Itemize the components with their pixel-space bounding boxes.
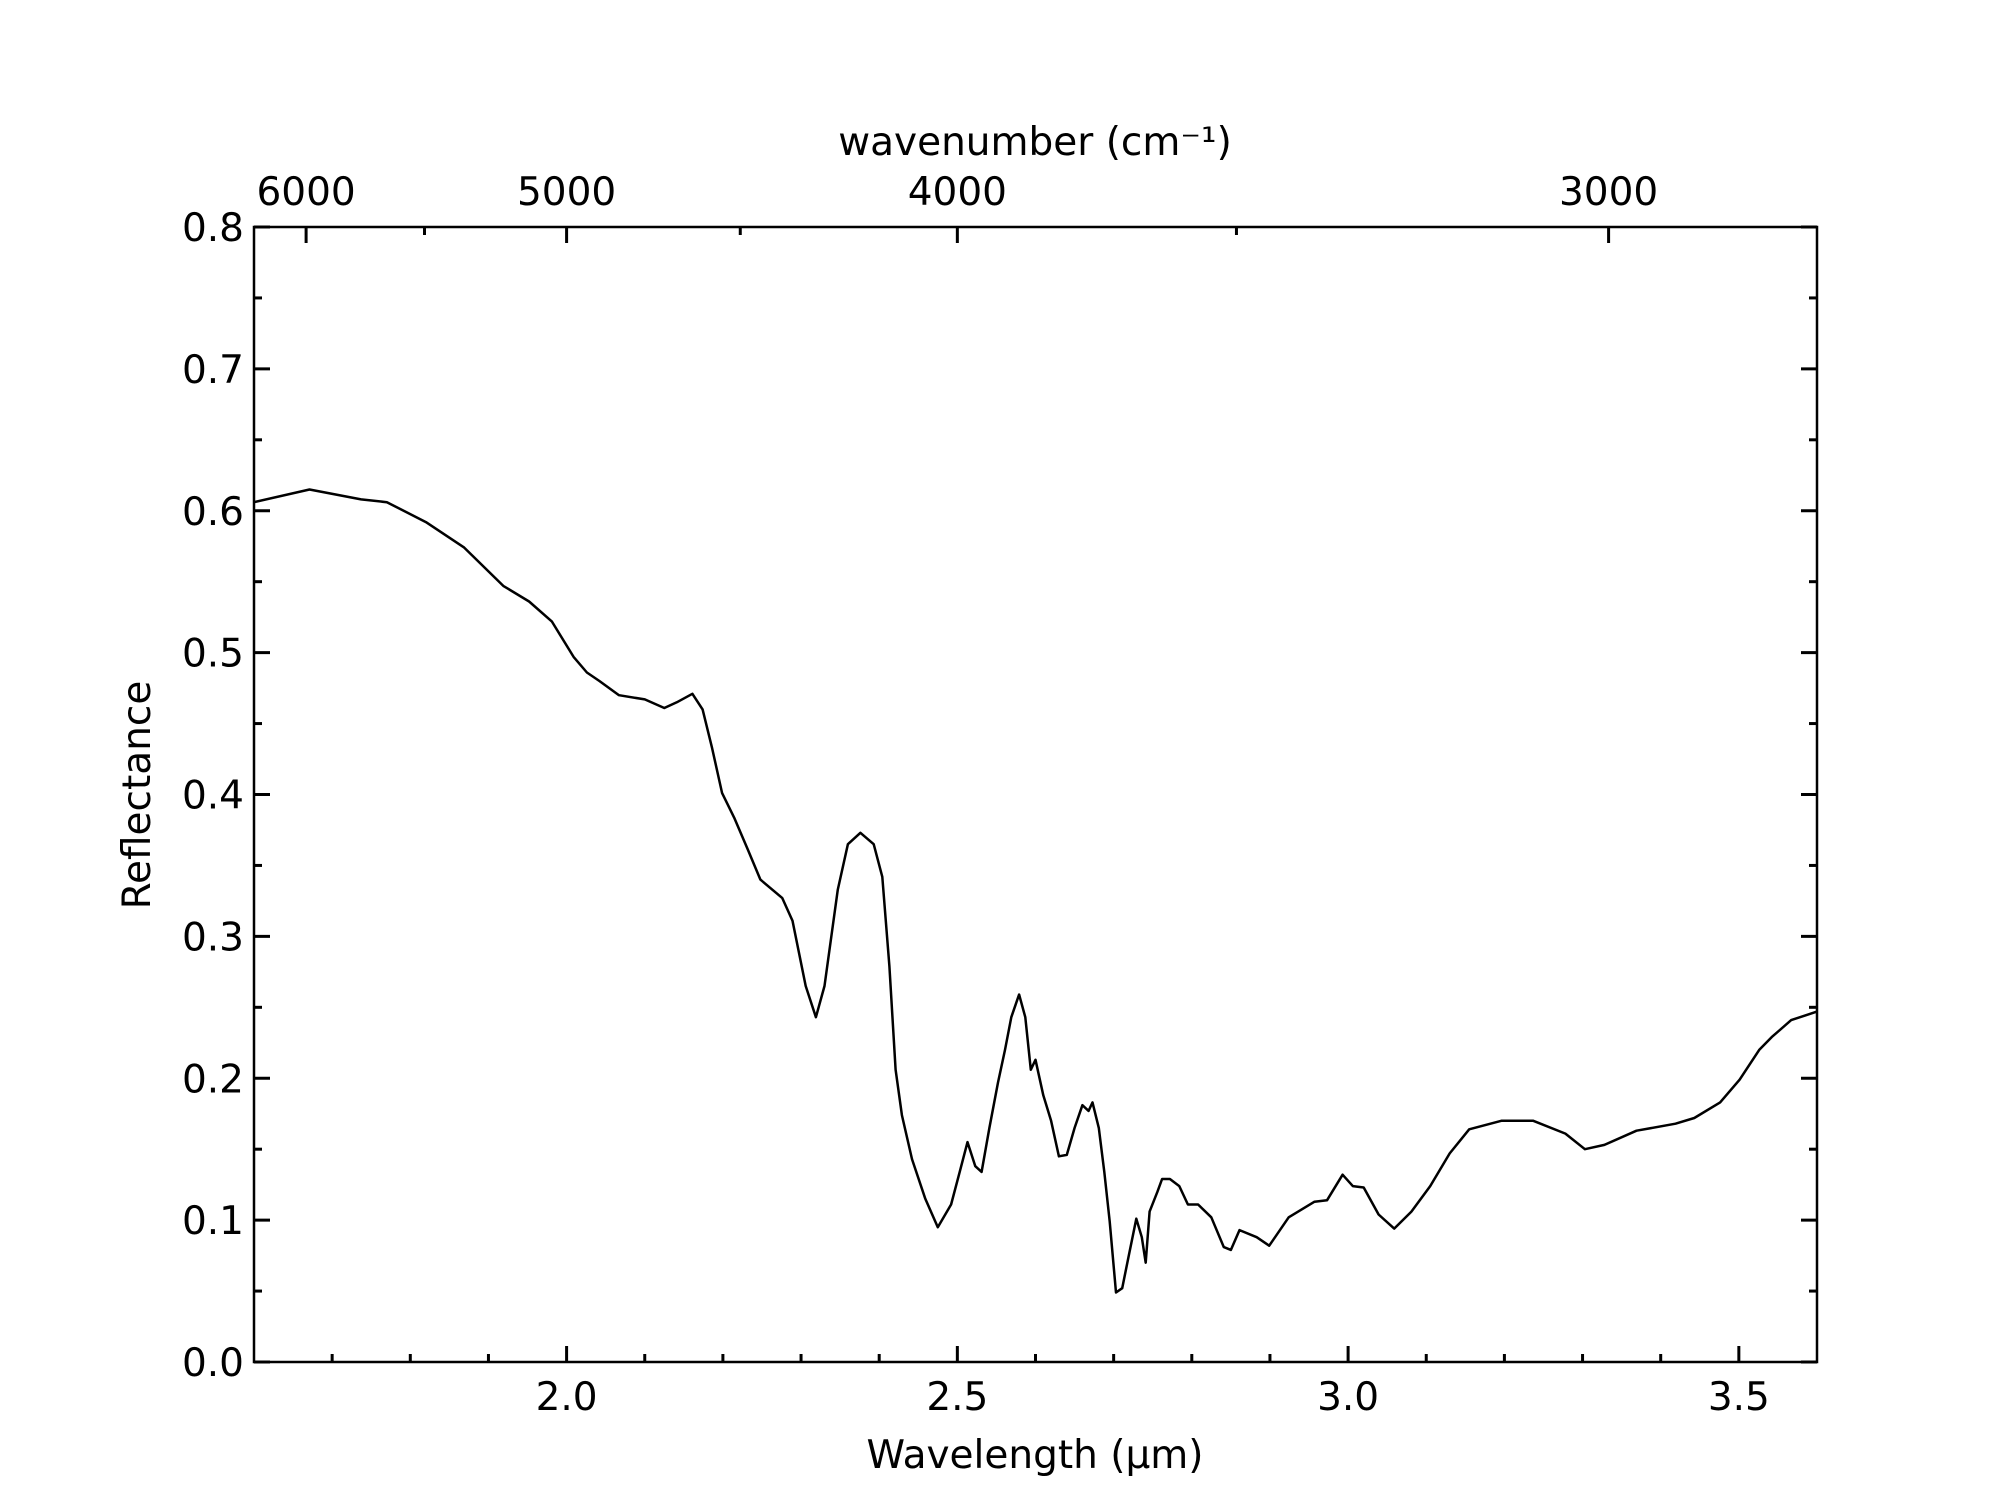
x-axis-label: Wavelength (μm)	[867, 1433, 1204, 1478]
y-tick-label: 0.4	[182, 774, 244, 819]
y-tick-label: 0.0	[182, 1341, 244, 1386]
y-tick-label: 0.8	[182, 206, 244, 251]
plot-frame	[252, 225, 1819, 1364]
x2-tick-label: 6000	[256, 170, 355, 215]
y-tick-label: 0.3	[182, 915, 244, 960]
y-tick-label: 0.2	[182, 1057, 244, 1102]
x2-tick-label: 3000	[1559, 170, 1658, 215]
y-tick-label: 0.5	[182, 632, 244, 677]
x2-tick-label: 4000	[908, 170, 1007, 215]
x2-axis-label: wavenumber (cm⁻¹)	[838, 120, 1232, 165]
x-tick-label: 2.5	[926, 1375, 988, 1420]
x2-tick-label: 5000	[517, 170, 616, 215]
y-axis-label: Reflectance	[115, 681, 160, 910]
x-tick-label: 3.5	[1708, 1375, 1770, 1420]
x-tick-label: 3.0	[1317, 1375, 1379, 1420]
y-tick-label: 0.1	[182, 1199, 244, 1244]
y-tick-label: 0.6	[182, 490, 244, 535]
spectrum-line	[253, 488, 1818, 1294]
y-tick-label: 0.7	[182, 348, 244, 393]
x-tick-label: 2.0	[536, 1375, 598, 1420]
